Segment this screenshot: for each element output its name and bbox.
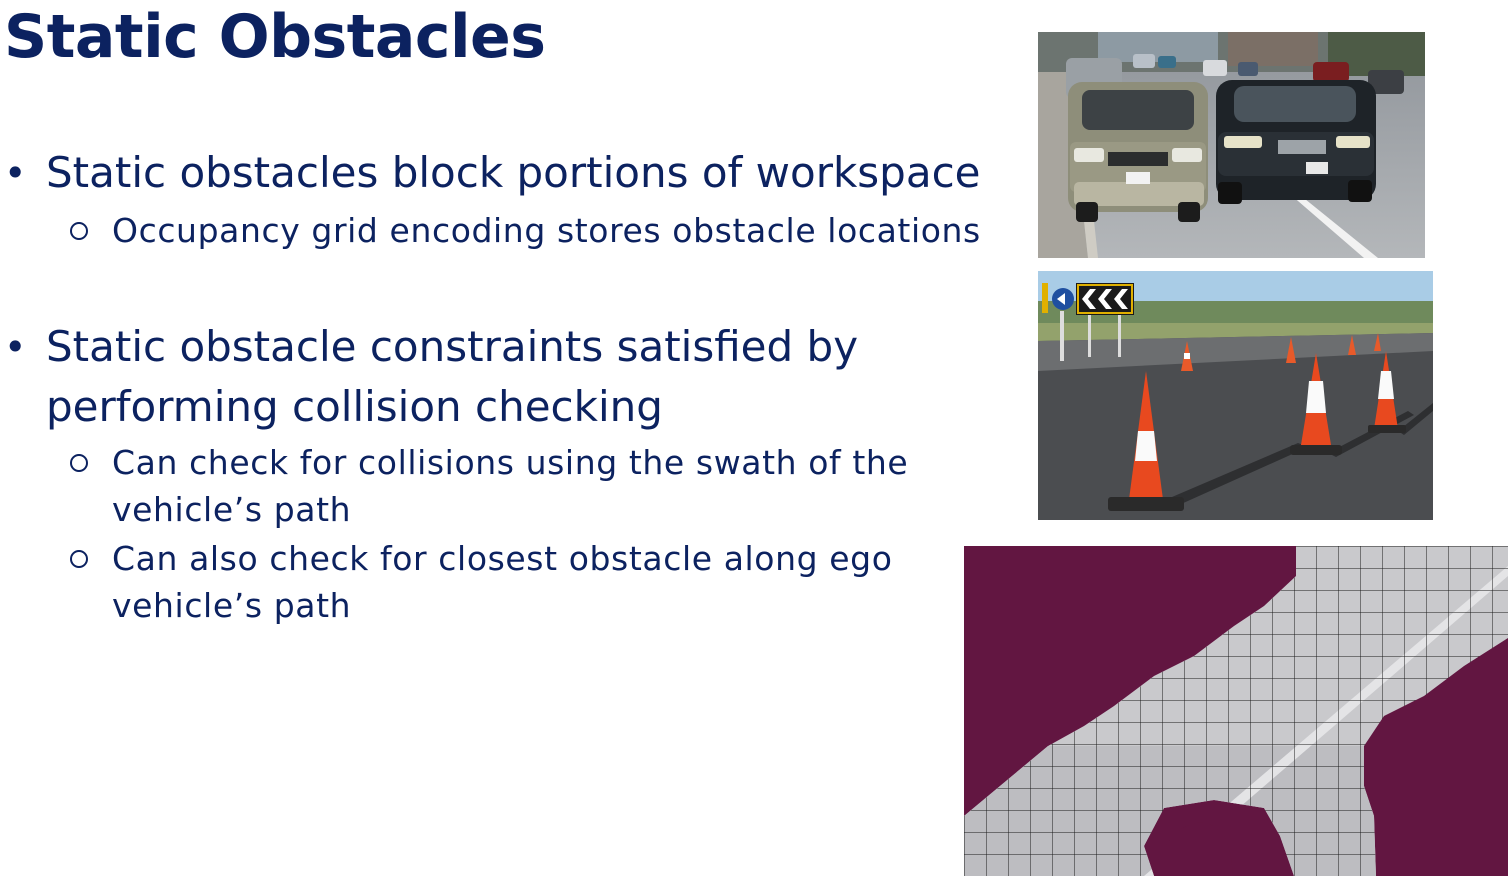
bullet-2-line-2: performing collision checking: [46, 382, 663, 431]
sub-bullet-1-1: Occupancy grid encoding stores obstacle …: [70, 207, 981, 254]
sub-bullet-2-1-cont: vehicle’s path: [112, 486, 351, 533]
bullet-dot-icon: •: [4, 151, 27, 195]
parked-cars-photo: [1038, 32, 1425, 258]
sub-bullet-ring-icon: [70, 222, 88, 240]
bullet-2-line-1: Static obstacle constraints satisfied by: [46, 322, 859, 371]
sub-bullet-ring-icon: [70, 550, 88, 568]
bullet-2-cont: performing collision checking: [46, 378, 663, 436]
sub-bullet-1-1-text: Occupancy grid encoding stores obstacle …: [112, 211, 981, 250]
bullet-1: • Static obstacles block portions of wor…: [4, 144, 981, 202]
sub-bullet-2-2-line-2: vehicle’s path: [112, 586, 352, 625]
sub-bullet-2-2-cont: vehicle’s path: [112, 582, 351, 629]
sub-bullet-2-1-line-1: Can check for collisions using the swath…: [112, 443, 909, 482]
sub-bullet-2-2: Can also check for closest obstacle alon…: [70, 535, 893, 582]
sub-bullet-ring-icon: [70, 454, 88, 472]
bullet-dot-icon: •: [4, 325, 27, 369]
sub-bullet-2-1-line-2: vehicle’s path: [112, 490, 352, 529]
traffic-cones-photo: [1038, 271, 1433, 520]
occupancy-grid-map: [964, 546, 1508, 876]
sub-bullet-2-2-line-1: Can also check for closest obstacle alon…: [112, 539, 893, 578]
sub-bullet-2-1: Can check for collisions using the swath…: [70, 439, 909, 486]
slide-title: Static Obstacles: [4, 2, 546, 72]
bullet-1-text: Static obstacles block portions of works…: [46, 148, 981, 197]
bullet-2: • Static obstacle constraints satisfied …: [4, 318, 859, 376]
